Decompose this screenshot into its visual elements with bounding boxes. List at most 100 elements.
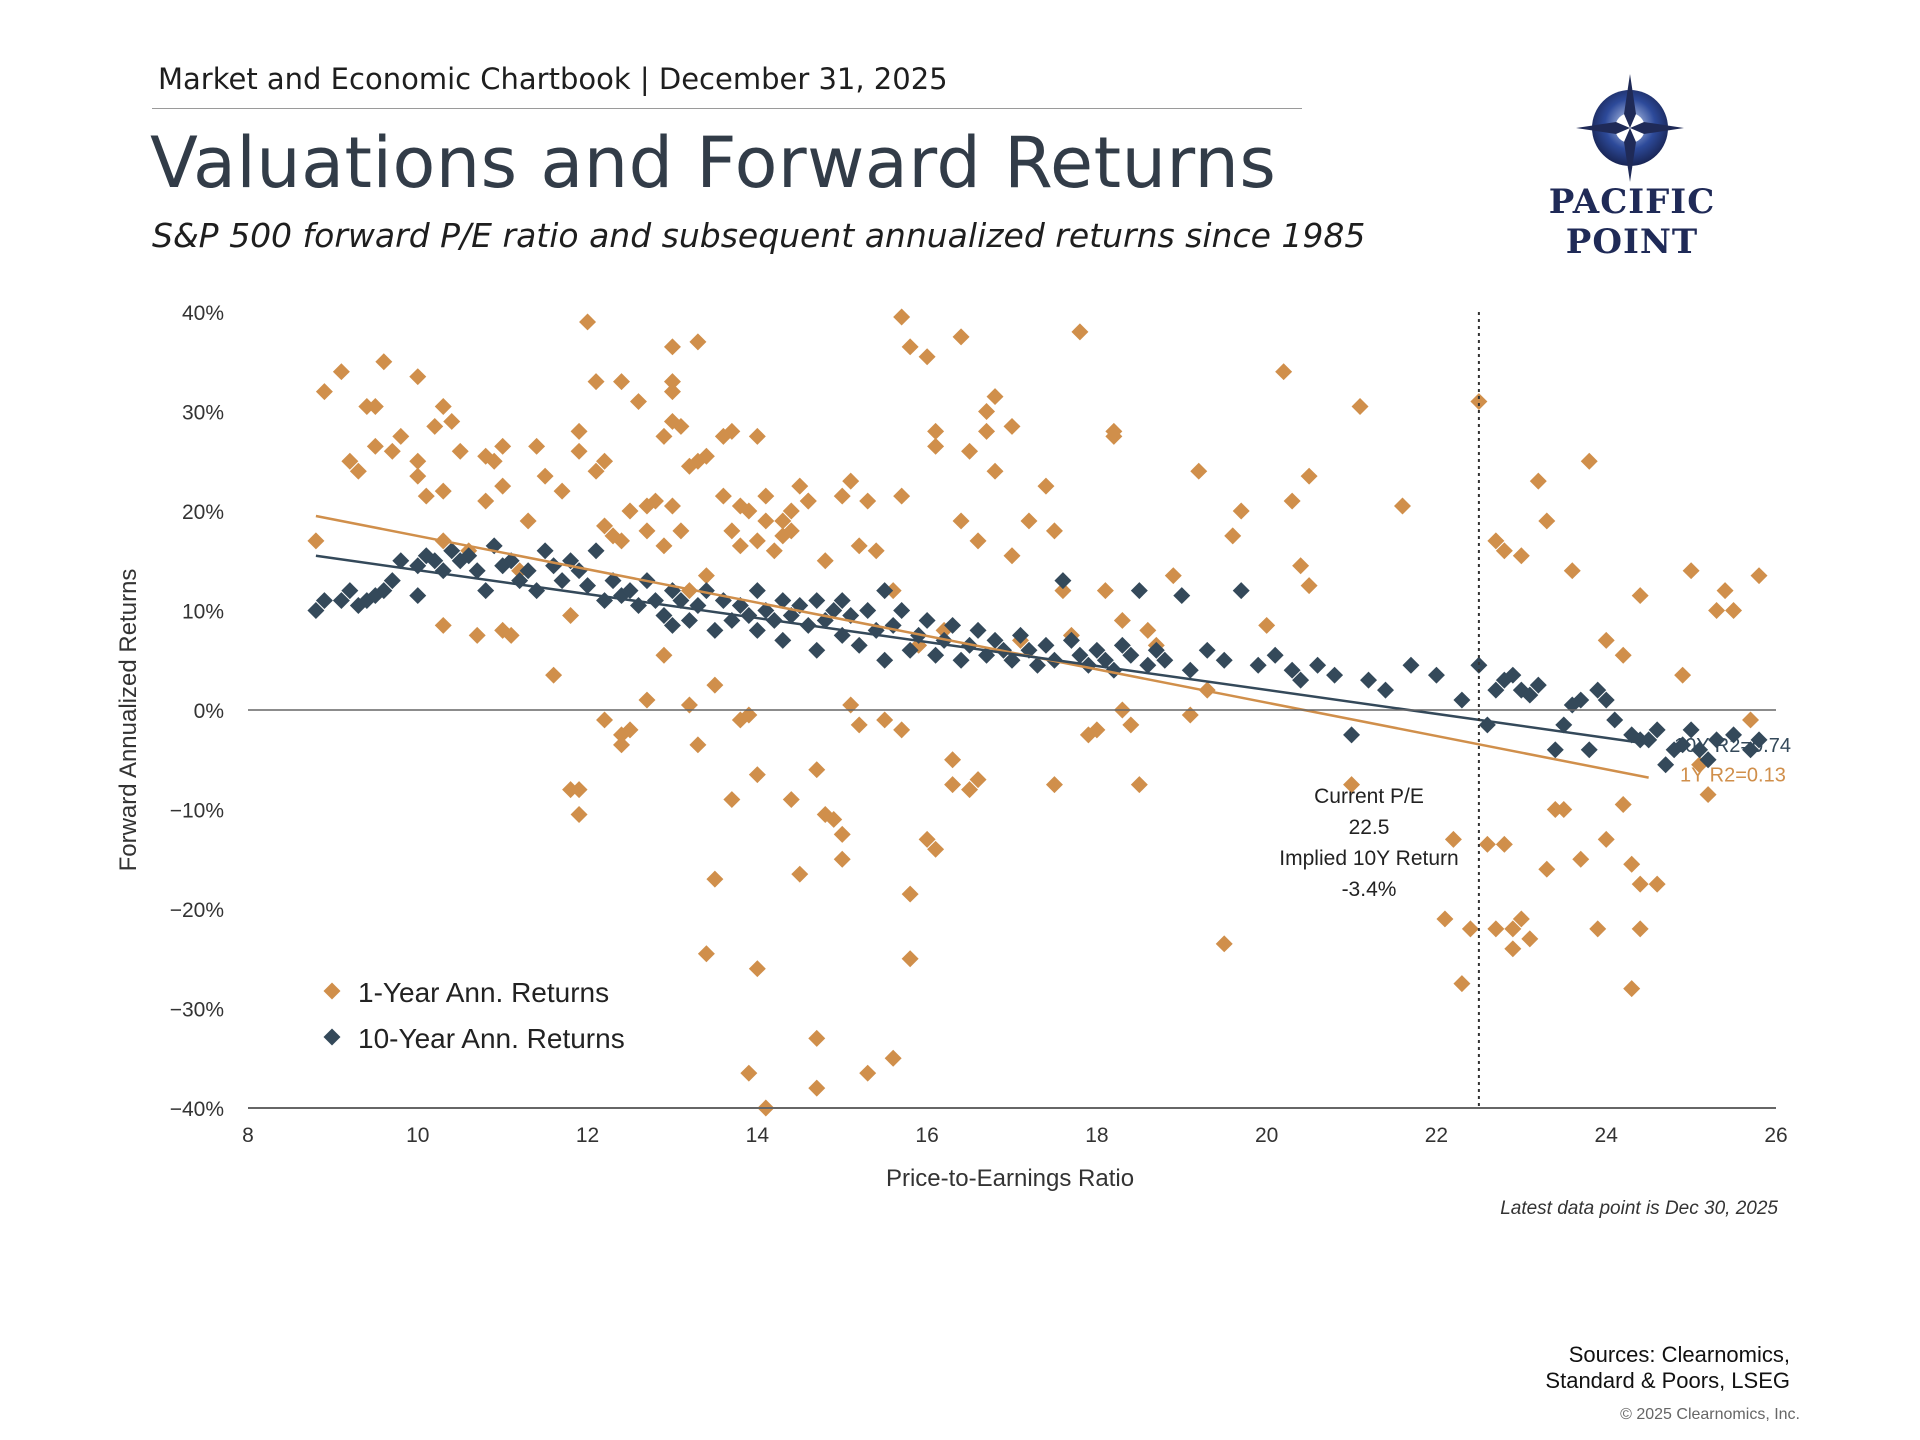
y-axis-label: Forward Annualized Returns bbox=[115, 569, 142, 872]
one-year-point bbox=[689, 736, 707, 754]
ten-year-point bbox=[876, 651, 894, 669]
one-year-point bbox=[1614, 646, 1632, 664]
one-year-point bbox=[434, 482, 452, 500]
latest-data-note: Latest data point is Dec 30, 2025 bbox=[1500, 1198, 1778, 1219]
ten-year-point bbox=[1215, 651, 1233, 669]
one-year-point bbox=[748, 427, 766, 445]
ten-year-point bbox=[1580, 741, 1598, 759]
ten-year-point bbox=[1139, 656, 1157, 674]
one-year-point bbox=[697, 447, 715, 465]
one-year-point bbox=[714, 487, 732, 505]
ten-year-point bbox=[680, 611, 698, 629]
y-tick-label: 20% bbox=[182, 501, 224, 524]
ten-year-point bbox=[1283, 661, 1301, 679]
x-tick-label: 16 bbox=[915, 1124, 938, 1147]
ten-year-point bbox=[1691, 741, 1709, 759]
ten-year-point bbox=[1742, 741, 1760, 759]
one-year-point bbox=[842, 472, 860, 490]
one-year-point bbox=[757, 512, 775, 530]
legend-label-ten-year: 10-Year Ann. Returns bbox=[358, 1023, 625, 1054]
one-year-point bbox=[1555, 801, 1573, 818]
one-year-point bbox=[799, 492, 817, 510]
ten-year-point bbox=[646, 592, 664, 610]
ten-year-point bbox=[1343, 726, 1361, 744]
x-tick-label: 22 bbox=[1425, 1124, 1448, 1147]
one-year-point bbox=[952, 328, 970, 346]
ten-year-point bbox=[774, 631, 792, 649]
ten-year-point bbox=[502, 552, 520, 570]
page-subtitle: S&P 500 forward P/E ratio and subsequent… bbox=[152, 216, 1366, 255]
ten-year-point bbox=[468, 562, 486, 580]
one-year-point bbox=[1215, 935, 1233, 953]
one-year-point bbox=[884, 582, 902, 600]
ten-year-point bbox=[1249, 656, 1267, 674]
one-year-point bbox=[1512, 910, 1530, 928]
one-year-point bbox=[867, 542, 885, 560]
y-tick-label: 10% bbox=[182, 601, 224, 624]
one-year-point bbox=[630, 393, 647, 411]
one-year-point bbox=[927, 840, 945, 858]
one-year-point bbox=[689, 333, 707, 351]
legend-marker-ten-year bbox=[323, 1028, 341, 1046]
one-year-points bbox=[307, 308, 1768, 1117]
ten-year-point bbox=[1470, 656, 1488, 674]
ten-year-point bbox=[621, 582, 639, 600]
chart-legend: 1-Year Ann. Returns 10-Year Ann. Returns bbox=[323, 977, 625, 1054]
one-year-point bbox=[1300, 467, 1318, 485]
ten-year-point bbox=[927, 646, 945, 664]
one-year-point bbox=[663, 338, 681, 356]
ten-year-point bbox=[740, 606, 758, 624]
ten-year-point bbox=[825, 602, 843, 619]
y-tick-label: 40% bbox=[182, 302, 224, 325]
one-year-point bbox=[1674, 666, 1692, 684]
annotation-line-1: Current P/E bbox=[1314, 785, 1424, 808]
ten-year-point bbox=[1122, 646, 1140, 664]
one-year-point bbox=[315, 383, 333, 401]
one-year-point bbox=[341, 452, 359, 470]
x-tick-label: 8 bbox=[242, 1124, 254, 1147]
one-year-point bbox=[1283, 492, 1301, 510]
one-year-point bbox=[1589, 920, 1607, 938]
one-year-point bbox=[519, 512, 537, 530]
ten-year-point bbox=[443, 542, 461, 560]
one-year-point bbox=[1258, 616, 1276, 634]
ten-year-point bbox=[1708, 731, 1726, 749]
one-year-point bbox=[893, 487, 911, 505]
one-year-point bbox=[579, 313, 597, 331]
one-year-point bbox=[961, 781, 979, 799]
one-year-point bbox=[1096, 582, 1114, 600]
one-year-point bbox=[1546, 801, 1564, 818]
one-year-point bbox=[528, 437, 546, 455]
logo-wordmark: PACIFIC POINT bbox=[1548, 182, 1716, 262]
one-year-point bbox=[884, 1049, 902, 1067]
one-year-point bbox=[1275, 363, 1293, 381]
ten-year-point bbox=[1062, 631, 1080, 649]
one-year-point bbox=[723, 791, 741, 809]
one-year-point bbox=[1224, 527, 1242, 545]
one-year-point bbox=[621, 721, 639, 739]
ten-year-point bbox=[1156, 651, 1174, 669]
one-year-point bbox=[901, 885, 919, 903]
ten-year-point bbox=[986, 631, 1004, 649]
one-year-point bbox=[375, 353, 393, 371]
one-year-point bbox=[859, 492, 877, 510]
ten-year-point bbox=[1037, 636, 1055, 654]
one-year-r2-label: 1Y R2=0.13 bbox=[1680, 765, 1786, 787]
one-year-point bbox=[978, 403, 996, 420]
ten-year-point bbox=[808, 641, 826, 659]
one-year-point bbox=[944, 751, 962, 769]
one-year-point bbox=[1512, 547, 1530, 565]
ten-year-point bbox=[1198, 641, 1216, 659]
one-year-point bbox=[570, 422, 588, 440]
one-year-point bbox=[986, 388, 1004, 406]
one-year-point bbox=[1232, 502, 1250, 520]
one-year-point bbox=[1054, 582, 1072, 600]
ten-year-point bbox=[375, 582, 393, 600]
one-year-point bbox=[1529, 472, 1547, 490]
one-year-point bbox=[782, 502, 800, 520]
ten-year-point bbox=[1674, 736, 1692, 754]
one-year-point bbox=[1521, 930, 1539, 948]
one-year-point bbox=[511, 562, 529, 580]
one-year-point bbox=[570, 442, 588, 460]
one-year-point bbox=[1470, 393, 1488, 411]
